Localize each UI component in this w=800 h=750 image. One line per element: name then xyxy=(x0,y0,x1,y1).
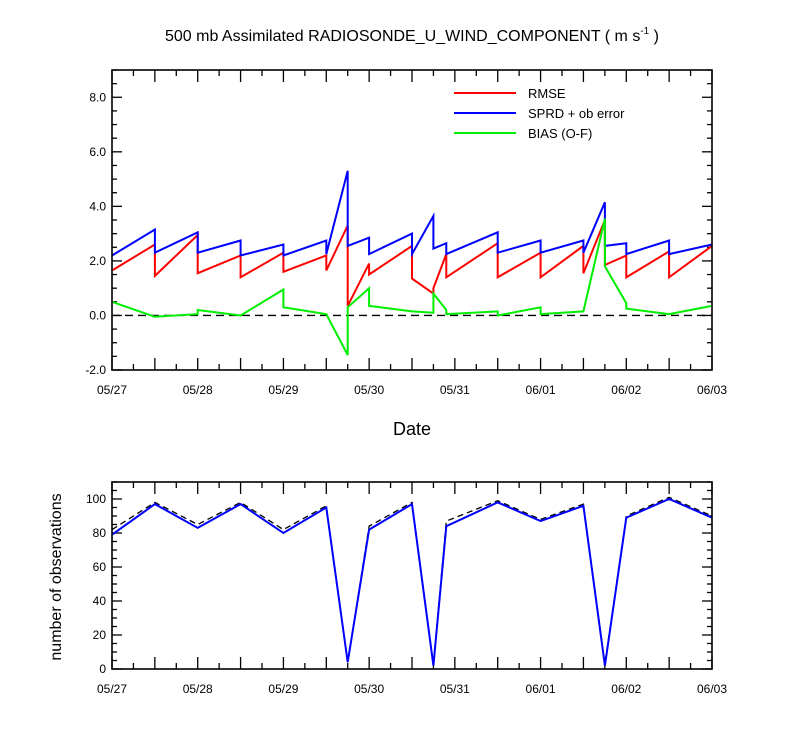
chart-title: 500 mb Assimilated RADIOSONDE_U_WIND_COM… xyxy=(165,26,659,45)
legend: RMSE SPRD + ob error BIAS (O-F) xyxy=(454,86,625,141)
top-x-tick-labels: 05/27 05/28 05/29 05/30 05/31 06/01 06/02 06/03 xyxy=(97,383,727,397)
y-tick-label: 100 xyxy=(86,492,106,506)
x-tick-label: 06/02 xyxy=(611,682,641,696)
x-tick-label: 06/02 xyxy=(611,383,641,397)
x-axis-label: Date xyxy=(393,419,431,439)
top-series-sprd-ob-error xyxy=(111,170,713,258)
x-tick-label: 05/27 xyxy=(97,682,127,696)
x-tick-label: 05/28 xyxy=(183,682,213,696)
x-tick-label: 06/01 xyxy=(526,383,556,397)
bottom-series-observations-dashed xyxy=(111,496,713,664)
x-tick-label: 06/03 xyxy=(697,383,727,397)
y-tick-label: -2.0 xyxy=(85,363,106,377)
x-tick-label: 05/31 xyxy=(440,682,470,696)
y-tick-label: 8.0 xyxy=(89,90,106,104)
top-series-bias-o-f xyxy=(111,218,713,356)
bottom-chart: 0 20 40 60 80 100 05/27 05/28 05/29 05/30 05/31 06… xyxy=(48,481,727,696)
legend-label-bias-o-f: BIAS (O-F) xyxy=(528,126,592,141)
y-axis-label-observations: number of observations xyxy=(48,493,65,660)
top-y-tick-labels: -2.0 0.0 2.0 4.0 6.0 8.0 xyxy=(85,90,106,377)
y-tick-label: 60 xyxy=(93,560,107,574)
bottom-ticks xyxy=(111,481,713,670)
bottom-series-observations-solid xyxy=(111,497,713,666)
y-tick-label: 0 xyxy=(99,662,106,676)
y-tick-label: 4.0 xyxy=(89,199,106,213)
x-tick-label: 05/29 xyxy=(268,682,298,696)
y-tick-label: 0.0 xyxy=(89,308,106,322)
y-tick-label: 80 xyxy=(93,526,107,540)
x-tick-label: 05/28 xyxy=(183,383,213,397)
top-chart: 500 mb Assimilated RADIOSONDE_U_WIND_COM… xyxy=(85,26,727,439)
bottom-plot-frame xyxy=(111,481,713,670)
top-series xyxy=(111,170,713,356)
y-tick-label: 2.0 xyxy=(89,254,106,268)
x-tick-label: 05/29 xyxy=(268,383,298,397)
x-tick-label: 06/03 xyxy=(697,682,727,696)
legend-label-rmse: RMSE xyxy=(528,86,566,101)
x-tick-label: 05/31 xyxy=(440,383,470,397)
x-tick-label: 06/01 xyxy=(526,682,556,696)
y-tick-label: 6.0 xyxy=(89,145,106,159)
bottom-x-tick-labels: 05/27 05/28 05/29 05/30 05/31 06/01 06/02 06/03 xyxy=(97,682,727,696)
y-tick-label: 40 xyxy=(93,594,107,608)
x-tick-label: 05/27 xyxy=(97,383,127,397)
x-tick-label: 05/30 xyxy=(354,383,384,397)
legend-label-sprd-ob-error: SPRD + ob error xyxy=(528,106,625,121)
x-tick-label: 05/30 xyxy=(354,682,384,696)
y-tick-label: 20 xyxy=(93,628,107,642)
bottom-series xyxy=(111,496,713,666)
bottom-y-tick-labels: 0 20 40 60 80 100 xyxy=(86,492,106,676)
top-plot-frame xyxy=(111,69,713,371)
